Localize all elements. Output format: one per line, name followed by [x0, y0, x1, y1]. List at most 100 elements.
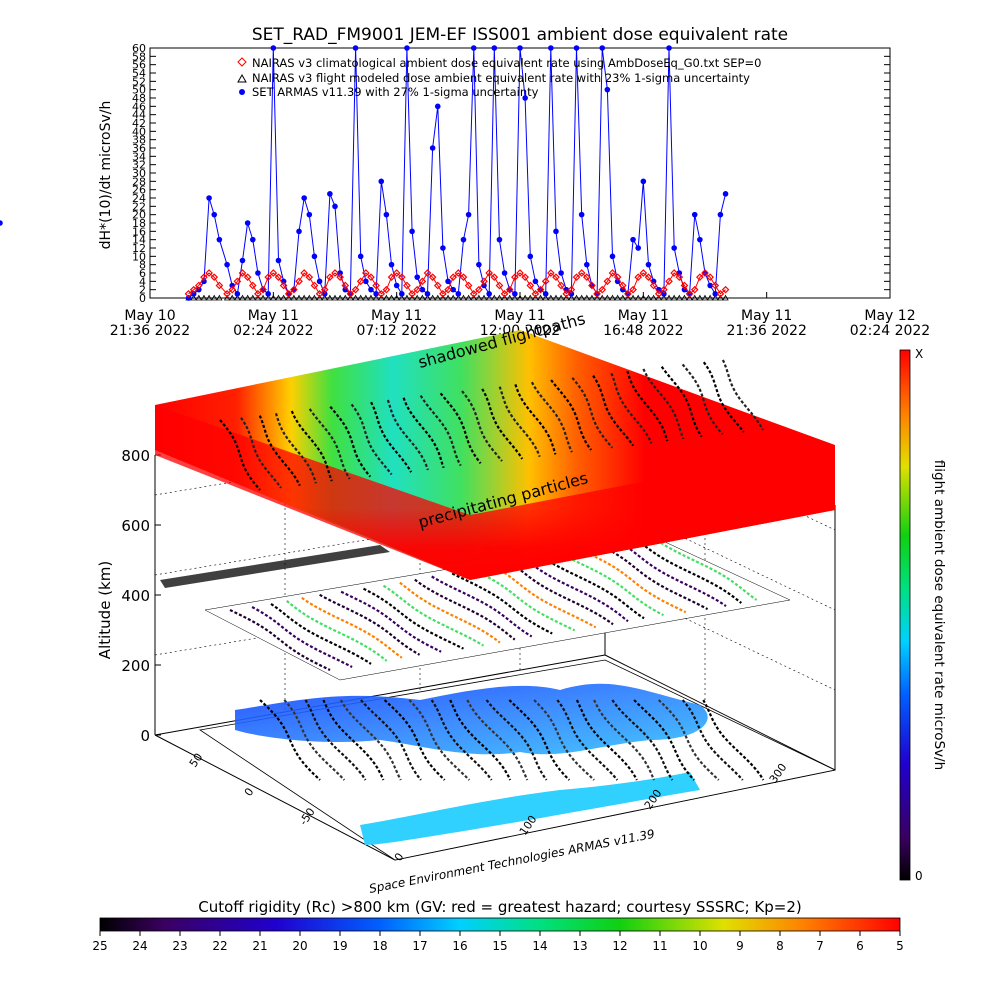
- nairas-point: [500, 289, 509, 298]
- series-climatological: [185, 294, 729, 301]
- y-tick-label: 18: [132, 217, 146, 230]
- orbit-track: [362, 587, 464, 650]
- slab-track: [681, 363, 724, 436]
- climatological-point: [670, 294, 678, 301]
- colorbar-tick-label: 24: [132, 939, 147, 953]
- nairas-point: [675, 273, 684, 282]
- y-tick-label: 30: [132, 167, 146, 180]
- nairas-point: [464, 281, 473, 290]
- armas-point: [491, 45, 498, 51]
- armas-point: [599, 45, 606, 51]
- ground-track: [466, 699, 529, 781]
- climatological-point: [485, 294, 493, 301]
- nairas-point: [511, 273, 519, 282]
- nairas-point: [696, 273, 704, 282]
- y-tick-label: 50: [132, 84, 146, 97]
- top-plot: 0246810121416182022242628303234363840424…: [0, 42, 930, 339]
- nairas-point: [254, 289, 262, 298]
- y-tick-label: 42: [132, 117, 146, 130]
- armas-point: [0, 220, 3, 226]
- armas-point: [296, 228, 302, 235]
- ground-antarctica: [360, 772, 700, 845]
- climatological-point: [190, 294, 197, 301]
- armas-point: [445, 278, 451, 285]
- climatological-point: [465, 294, 472, 301]
- ground-track: [533, 699, 595, 781]
- climatological-point: [629, 294, 637, 301]
- armas-point: [645, 261, 652, 268]
- slab-track: [386, 399, 429, 471]
- nairas-point: [711, 281, 720, 290]
- nairas-point: [449, 273, 458, 282]
- altitude-tick-label: 0: [140, 727, 150, 745]
- climatological-point: [223, 294, 231, 301]
- latitude-tick-label: 50: [187, 751, 206, 770]
- climatological-point: [372, 294, 380, 301]
- legend-entry-nairas: NAIRAS v3 flight modeled dose ambient eq…: [252, 71, 750, 85]
- climatological-point: [316, 294, 323, 301]
- climatological-point: [475, 294, 483, 301]
- armas-point: [460, 236, 467, 243]
- ground-track: [593, 699, 656, 781]
- orbit-track: [607, 548, 709, 611]
- climatological-point: [552, 294, 560, 301]
- nairas-point: [305, 273, 314, 282]
- armas-point: [486, 291, 492, 297]
- nairas-point: [223, 289, 231, 298]
- climatological-point: [249, 294, 256, 301]
- climatological-point: [691, 294, 698, 301]
- climatological-point: [285, 294, 292, 301]
- armas-point: [373, 291, 379, 297]
- armas-point: [542, 291, 549, 297]
- climatological-point: [270, 294, 277, 301]
- climatological-point: [244, 294, 251, 301]
- climatological-point: [527, 294, 534, 301]
- nairas-point: [665, 277, 673, 286]
- climatological-point: [229, 294, 236, 301]
- slab-track: [571, 377, 614, 449]
- orbit-track: [431, 575, 533, 638]
- armas-point: [707, 282, 713, 289]
- armas-point: [393, 282, 400, 289]
- orbit-track: [543, 557, 645, 620]
- slab-track: [592, 374, 634, 447]
- nairas-point: [408, 289, 416, 298]
- nairas-point: [613, 273, 622, 282]
- climatological-point: [306, 294, 313, 301]
- climatological-point: [383, 294, 390, 301]
- colorbar-tick-label: 15: [492, 939, 507, 953]
- nairas-point: [701, 269, 709, 277]
- slab-track: [461, 390, 503, 462]
- climatological-point: [295, 294, 303, 301]
- armas-point: [455, 291, 462, 297]
- y-tick-label: 22: [132, 200, 146, 213]
- nairas-point: [320, 285, 329, 294]
- climatological-point: [455, 294, 462, 301]
- nairas-point: [660, 285, 668, 294]
- nairas-point: [331, 269, 339, 277]
- climatological-point: [547, 294, 555, 301]
- y-tick-label: 34: [132, 150, 146, 163]
- slab-track: [610, 372, 653, 444]
- altitude-ticks: 0 200 400 600 800: [121, 447, 161, 745]
- armas-point: [419, 286, 426, 293]
- colorbar-tick-label: 20: [292, 939, 307, 953]
- climatological-point: [480, 294, 488, 301]
- climatological-point: [491, 294, 498, 301]
- orbit-track: [399, 581, 501, 644]
- armas-point: [722, 191, 729, 197]
- slab-track: [290, 410, 333, 482]
- slab-track: [274, 412, 318, 484]
- nairas-point: [392, 269, 401, 277]
- armas-point: [712, 291, 719, 297]
- climatological-point: [599, 294, 606, 301]
- ground-track: [449, 699, 512, 781]
- armas-point: [676, 270, 683, 276]
- orbit-track: [251, 606, 353, 668]
- climatological-point: [696, 294, 704, 301]
- nairas-point: [284, 289, 293, 298]
- armas-point: [321, 291, 328, 297]
- nairas-point: [439, 289, 447, 298]
- climatological-point: [321, 294, 328, 301]
- climatological-point: [357, 294, 364, 301]
